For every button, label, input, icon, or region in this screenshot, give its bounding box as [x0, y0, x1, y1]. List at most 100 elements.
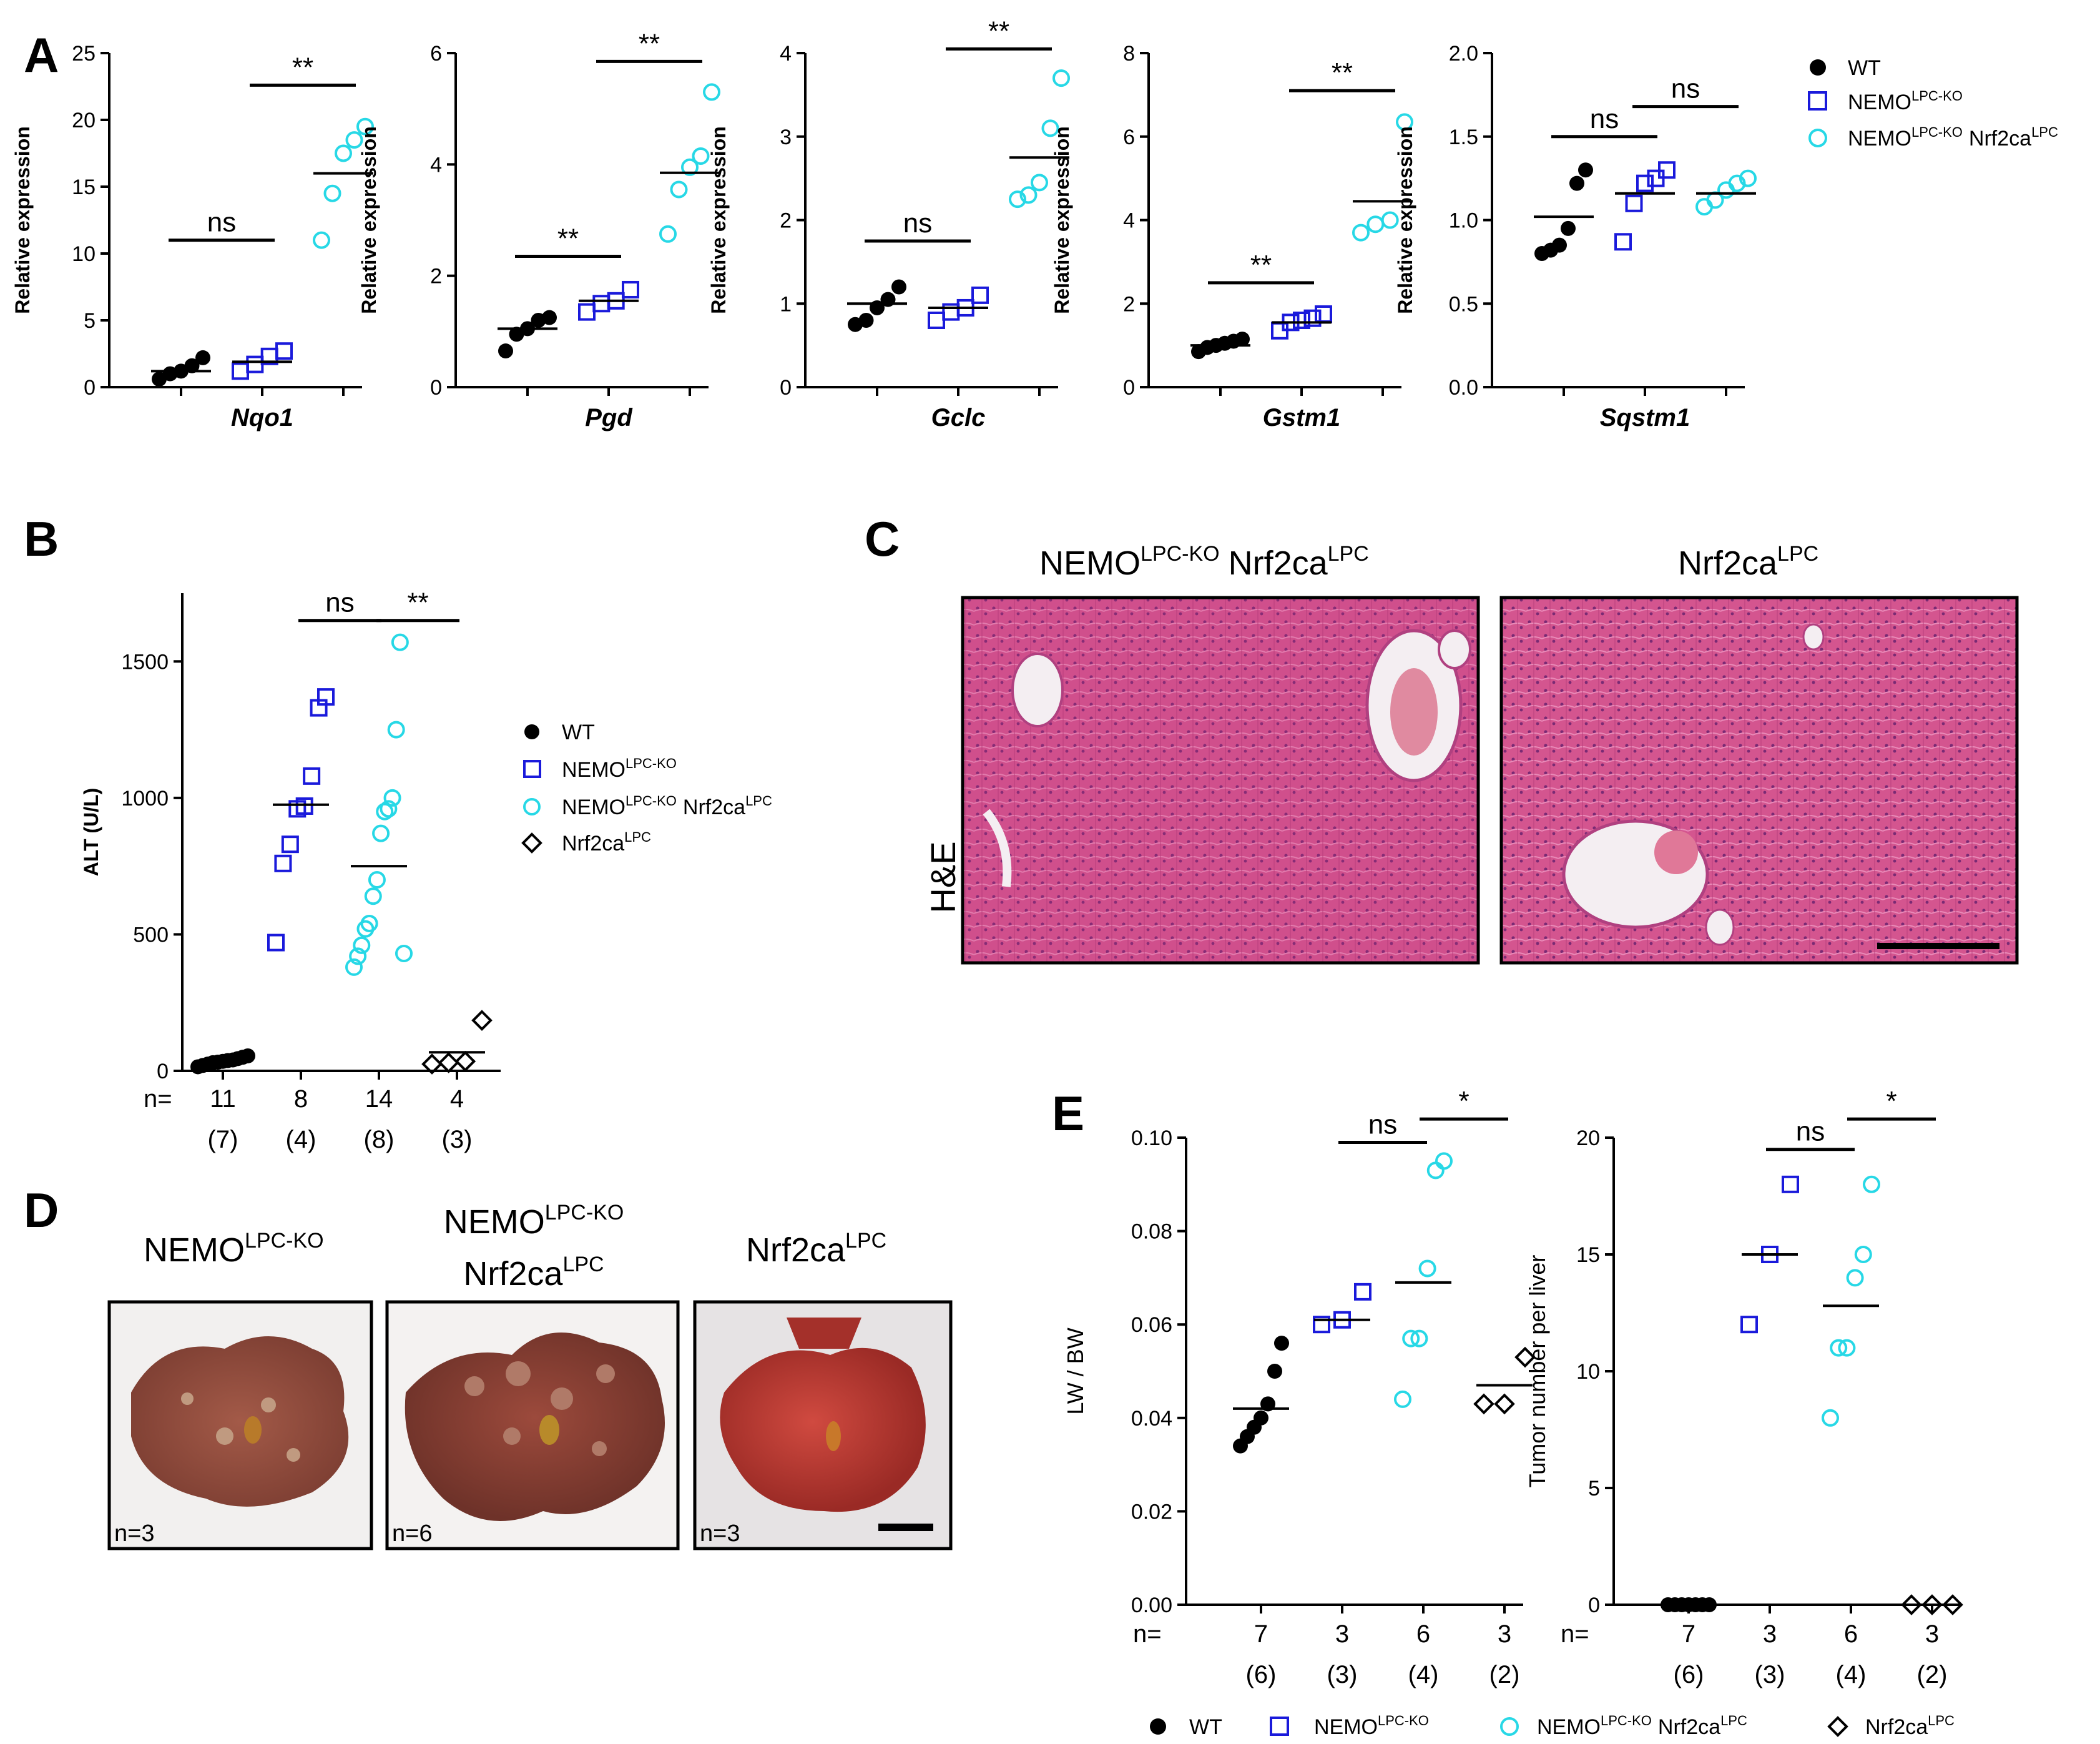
- tumor-n-count: 3: [1763, 1620, 1777, 1648]
- alt-point-nrf2: [471, 1010, 493, 1031]
- legend-b-nemo-base: NEMO: [562, 758, 626, 782]
- lwbw-point-nemo_nrf2: [1426, 1161, 1445, 1180]
- tumor-point-nrf2: [1942, 1594, 1963, 1615]
- liver-title-2-sup: LPC-KO: [545, 1201, 624, 1224]
- liver-title-3-base: Nrf2ca: [746, 1231, 846, 1269]
- histology-title-right-sup: LPC: [1777, 542, 1818, 566]
- tumor-point-nemo: [1782, 1175, 1799, 1193]
- legend-e-nemo-nrf2-marker: [1500, 1717, 1519, 1736]
- a-sqstm1-ytick-label: 0.0: [1449, 376, 1478, 400]
- lwbw-point-nemo_nrf2: [1410, 1329, 1428, 1347]
- legend-b-nemo-sup: LPC-KO: [626, 756, 677, 771]
- a-gclc-point-nemo: [928, 312, 945, 329]
- legend-e-nrf2-base: Nrf2ca: [1865, 1715, 1928, 1739]
- tumor-ytick-label: 20: [1576, 1126, 1600, 1150]
- lwbw-point-nemo_nrf2: [1394, 1390, 1411, 1408]
- legend-b-nemo-marker: [523, 760, 541, 778]
- alt-ytick-label: 1500: [121, 650, 169, 674]
- a-gstm1-point-nemo: [1315, 305, 1332, 323]
- histology-title-right: Nrf2caLPC: [1678, 542, 1818, 582]
- alt-ytick-label: 1000: [121, 787, 169, 810]
- liver-count-3: n=3: [700, 1520, 740, 1547]
- alt-point-nemo: [274, 854, 292, 872]
- legend-e-nemo-nrf2-base2: Nrf2ca: [1658, 1715, 1720, 1739]
- liver-title-1-sup: LPC-KO: [245, 1229, 324, 1253]
- lwbw-point-nemo: [1354, 1283, 1371, 1301]
- liver-title-2b: Nrf2caLPC: [463, 1253, 604, 1293]
- tumor-n-count: 6: [1844, 1620, 1858, 1648]
- expression-chart-pgd: 0 2 4 6 Relative expression ** ** Pgd: [358, 28, 720, 431]
- tumor-chart: 0 5 10 15 20 Tumor number per liver ns * n= 7 3 6 3 (…: [1524, 1086, 1963, 1688]
- a-sqstm1-point-wt: [1569, 175, 1584, 191]
- a-pgd-ytick-label: 6: [430, 42, 442, 66]
- liver-title-2b-base: Nrf2ca: [463, 1255, 563, 1293]
- liver-count-1: n=3: [114, 1520, 154, 1547]
- a-nqo1-point-nemo: [275, 342, 293, 360]
- legend-b-nemo-nrf2-marker: [523, 798, 541, 815]
- alt-point-nrf2: [438, 1052, 459, 1073]
- alt-point-nemo_nrf2: [349, 947, 367, 965]
- a-pgd-sig-label: **: [639, 28, 660, 59]
- alt-n-count: 11: [210, 1085, 236, 1113]
- a-nqo1-point-nemo: [232, 362, 249, 380]
- alt-n-count: 8: [294, 1085, 308, 1113]
- a-pgd-point-nemo_nrf2: [659, 225, 677, 243]
- liver-photo-3: n=3: [693, 1300, 953, 1550]
- legend-b-nrf2-label: Nrf2caLPC: [562, 829, 651, 855]
- legend-e-nemo-base: NEMO: [1314, 1715, 1378, 1739]
- legend-e-wt-marker: [1150, 1718, 1166, 1735]
- tumor-point-nemo_nrf2: [1854, 1246, 1872, 1263]
- lwbw-point-nemo_nrf2: [1418, 1259, 1436, 1278]
- lwbw-n-paren: (2): [1489, 1661, 1520, 1688]
- a-nqo1-point-nemo: [246, 355, 264, 373]
- liver-title-3: Nrf2caLPC: [746, 1229, 886, 1269]
- a-pgd-point-wt: [542, 310, 557, 325]
- lwbw-y-axis-label: LW / BW: [1062, 1328, 1088, 1414]
- alt-point-nemo_nrf2: [372, 824, 390, 842]
- panel-letter-d: D: [24, 1183, 59, 1238]
- a-gclc-y-axis-label: Relative expression: [707, 126, 730, 314]
- tumor-n-paren: (4): [1836, 1661, 1867, 1688]
- a-sqstm1-point-nemo_nrf2: [1728, 174, 1746, 192]
- liver-count-2: n=6: [392, 1520, 432, 1547]
- panel-d-livers: NEMOLPC-KO NEMOLPC-KO Nrf2caLPC Nrf2caLP…: [107, 1201, 953, 1550]
- a-sqstm1-point-nemo_nrf2: [1717, 181, 1735, 199]
- legend-e-nrf2-sup: LPC: [1928, 1713, 1955, 1728]
- legend-nemo-nrf2-sup1: LPC-KO: [1911, 124, 1963, 140]
- liver-title-2: NEMOLPC-KO: [444, 1201, 624, 1241]
- a-gstm1-point-wt: [1235, 332, 1250, 347]
- tumor-y-axis-label: Tumor number per liver: [1524, 1255, 1550, 1488]
- lwbw-point-nemo_nrf2: [1435, 1152, 1453, 1170]
- lwbw-sig-label: ns: [1368, 1109, 1397, 1140]
- legend-b-nrf2-sup: LPC: [624, 829, 651, 845]
- expression-chart-gclc: 0 1 2 3 4 Relative expression ns ** Gclc: [707, 16, 1070, 431]
- a-gclc-point-nemo: [971, 286, 989, 304]
- tumor-n-paren: (6): [1674, 1661, 1704, 1688]
- legend-b-nemo-nrf2-base: NEMO: [562, 796, 626, 819]
- a-sqstm1-point-nemo: [1614, 233, 1632, 251]
- lwbw-ytick-label: 0.02: [1131, 1500, 1172, 1524]
- a-nqo1-ytick-label: 25: [72, 42, 96, 66]
- liver-scale-bar: [878, 1524, 933, 1531]
- lwbw-point-nrf2: [1473, 1393, 1494, 1415]
- stain-label: H&E: [923, 841, 963, 913]
- alt-n-paren: (3): [442, 1126, 473, 1153]
- legend-nemo-marker: [1808, 91, 1827, 111]
- a-gclc-sig-label: **: [988, 16, 1009, 46]
- alt-n-count: 14: [365, 1085, 393, 1113]
- a-gclc-point-nemo_nrf2: [1009, 190, 1026, 209]
- alt-point-nemo_nrf2: [353, 936, 371, 954]
- lwbw-n-paren: (6): [1246, 1661, 1277, 1688]
- liver-title-1: NEMOLPC-KO: [144, 1229, 324, 1269]
- he-image-left: [961, 596, 1480, 965]
- tumor-n-paren: (2): [1917, 1661, 1948, 1688]
- alt-point-nemo_nrf2: [368, 871, 386, 889]
- a-nqo1-ytick-label: 0: [84, 376, 96, 400]
- alt-point-nemo: [281, 835, 299, 854]
- panel-c-histology: NEMOLPC-KO Nrf2caLPC Nrf2caLPC H&E: [923, 542, 2019, 965]
- a-gstm1-ytick-label: 2: [1123, 292, 1135, 316]
- legend-wt-label: WT: [1848, 56, 1881, 80]
- tumor-sig-label: ns: [1796, 1116, 1825, 1147]
- lwbw-n-paren: (4): [1408, 1661, 1439, 1688]
